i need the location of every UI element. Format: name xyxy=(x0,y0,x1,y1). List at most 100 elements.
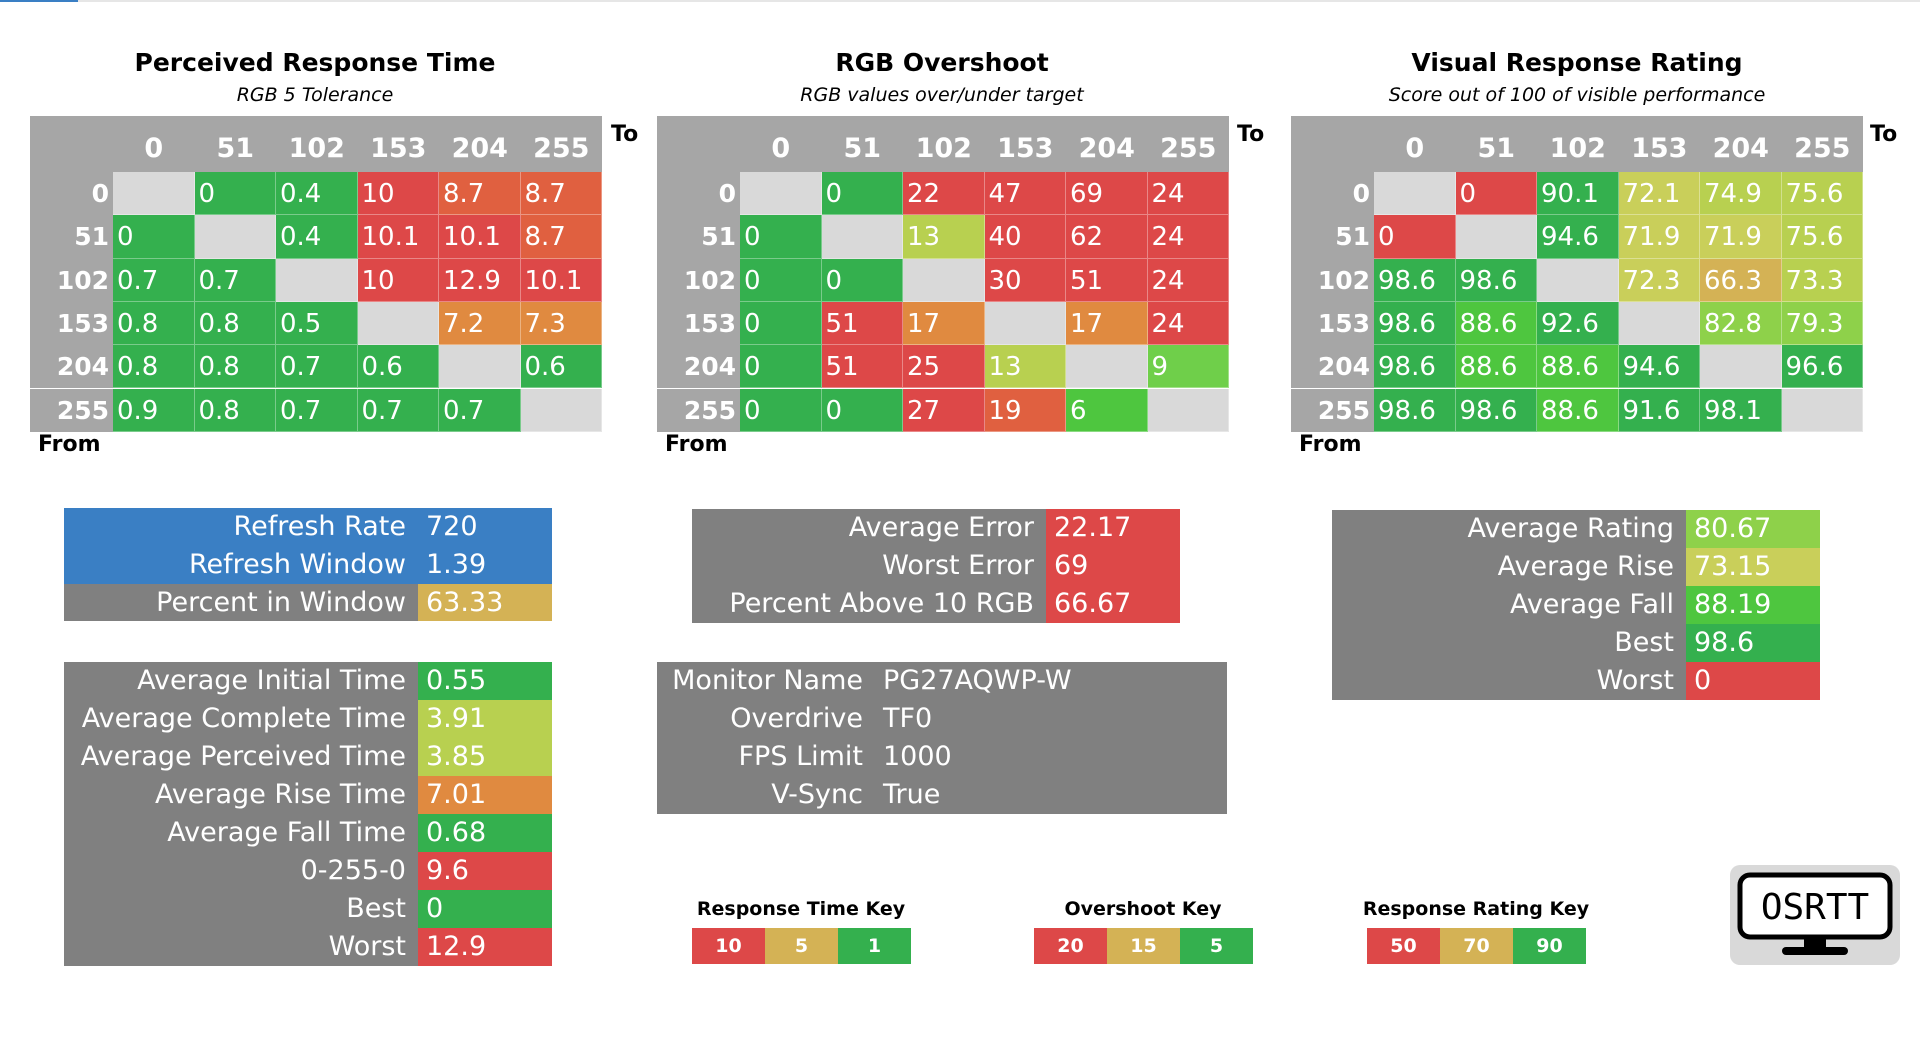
panel-row: 0-255-0 9.6 xyxy=(64,852,552,890)
header-corner xyxy=(30,116,113,172)
panel-row: Average Error 22.17 xyxy=(692,509,1180,547)
key-title: Response Rating Key xyxy=(1362,898,1590,920)
heatmap-cell: 22 xyxy=(903,172,985,216)
panel-label: FPS Limit xyxy=(657,738,875,776)
panel-label: Best xyxy=(1332,624,1686,662)
row-header: 0 xyxy=(657,172,740,216)
key-swatch: 5 xyxy=(1180,928,1253,964)
heatmap-cell: 75.6 xyxy=(1781,215,1863,259)
panel-value: 3.85 xyxy=(418,738,552,776)
heatmap-cell xyxy=(113,172,195,216)
panel-label: Average Rise Time xyxy=(64,776,418,814)
heatmap-cell: 24 xyxy=(1147,215,1229,259)
panel-row: Average Rise 73.15 xyxy=(1332,548,1820,586)
panel-label: Worst xyxy=(64,928,418,966)
panel-label: Average Error xyxy=(692,509,1046,547)
heatmap-cell xyxy=(439,345,521,389)
heatmap-cell: 0.7 xyxy=(276,388,358,432)
y-axis-label: From xyxy=(1299,432,1362,457)
heatmap-cell: 0.4 xyxy=(276,172,358,216)
heatmap-cell: 0.7 xyxy=(276,345,358,389)
panel-row: V-Sync True xyxy=(657,776,1227,814)
chart-subtitle: Score out of 100 of visible performance xyxy=(1388,84,1766,106)
heatmap-cell: 75.6 xyxy=(1781,172,1863,216)
panel-label: Monitor Name xyxy=(657,662,875,700)
heatmap-cell: 17 xyxy=(1066,301,1148,346)
heatmap-cell: 25 xyxy=(903,345,985,389)
heatmap-cell: 91.6 xyxy=(1618,388,1700,432)
heatmap-cell: 0 xyxy=(113,215,195,259)
panel-row: Average Fall Time 0.68 xyxy=(64,814,552,852)
panel-value: 7.01 xyxy=(418,776,552,814)
heatmap-cell xyxy=(1781,388,1863,432)
y-axis-label: From xyxy=(38,432,101,457)
heatmap-cell: 0 xyxy=(740,388,822,432)
panel-value: 63.33 xyxy=(418,583,552,622)
row-header: 102 xyxy=(657,258,740,302)
key-title: Overshoot Key xyxy=(1064,898,1222,920)
row-header: 51 xyxy=(657,215,740,259)
panel-value: 720 xyxy=(418,508,552,546)
panel-value: 66.67 xyxy=(1046,585,1180,623)
row-header: 255 xyxy=(1291,388,1374,432)
heatmap-cell: 88.6 xyxy=(1455,345,1537,389)
heatmap-cell: 0 xyxy=(740,258,822,302)
column-header: 255 xyxy=(520,116,602,172)
heatmap-cell xyxy=(984,301,1066,346)
heatmap-cell: 0.8 xyxy=(194,301,276,346)
panel-value: 3.91 xyxy=(418,700,552,738)
column-header: 204 xyxy=(439,116,521,172)
row-header: 255 xyxy=(657,388,740,432)
heatmap-cell: 71.9 xyxy=(1618,215,1700,259)
key-swatch: 90 xyxy=(1513,928,1586,964)
key-swatch: 70 xyxy=(1440,928,1513,964)
row-header: 102 xyxy=(1291,258,1374,302)
heatmap-cell: 98.6 xyxy=(1374,345,1456,389)
heatmap-cell xyxy=(1066,345,1148,389)
heatmap-cell: 24 xyxy=(1147,258,1229,302)
panel-label: Percent Above 10 RGB xyxy=(692,585,1046,623)
heatmap-cell xyxy=(821,215,903,259)
heatmap-cell: 0 xyxy=(821,258,903,302)
x-axis-label: To xyxy=(1870,122,1898,147)
panel-row: Percent Above 10 RGB 66.67 xyxy=(692,585,1180,623)
heatmap-cell: 6 xyxy=(1066,388,1148,432)
row-header: 51 xyxy=(30,215,113,259)
panel-label: Average Complete Time xyxy=(64,700,418,738)
heatmap-cell: 72.3 xyxy=(1618,258,1700,302)
panel-label: Refresh Rate xyxy=(64,508,418,546)
chart-title: Perceived Response Time xyxy=(134,48,496,77)
heatmap-cell xyxy=(1618,301,1700,346)
panel-label: Average Perceived Time xyxy=(64,738,418,776)
heatmap-cell xyxy=(1455,215,1537,259)
panel-value: 69 xyxy=(1046,547,1180,585)
panel-label: V-Sync xyxy=(657,776,875,814)
heatmap-cell: 10 xyxy=(357,258,439,302)
panel-label: 0-255-0 xyxy=(64,852,418,890)
heatmap-cell: 51 xyxy=(821,301,903,346)
heatmap-cell: 98.6 xyxy=(1374,258,1456,302)
heatmap-cell: 7.3 xyxy=(520,301,602,346)
column-header: 255 xyxy=(1147,116,1229,172)
heatmap-cell: 0.5 xyxy=(276,301,358,346)
row-header: 204 xyxy=(30,345,113,389)
panel-row: Refresh Rate 720 xyxy=(64,508,552,546)
heatmap-cell: 13 xyxy=(903,215,985,259)
column-header: 51 xyxy=(821,116,903,172)
chart-title: RGB Overshoot xyxy=(835,48,1049,77)
column-header: 0 xyxy=(1374,116,1456,172)
panel-label: Average Initial Time xyxy=(64,662,418,700)
row-header: 204 xyxy=(657,345,740,389)
heatmap-cell: 10.1 xyxy=(520,258,602,302)
x-axis-label: To xyxy=(611,122,639,147)
key-swatch: 50 xyxy=(1367,928,1440,964)
row-header: 0 xyxy=(30,172,113,216)
heatmap-cell: 0 xyxy=(1374,215,1456,259)
column-header: 204 xyxy=(1700,116,1782,172)
panel-label: Worst xyxy=(1332,662,1686,700)
heatmap-cell: 0 xyxy=(740,215,822,259)
heatmap-cell: 71.9 xyxy=(1700,215,1782,259)
panel-value: 0 xyxy=(1686,662,1820,700)
panel-value: TF0 xyxy=(875,700,1227,738)
heatmap-cell: 17 xyxy=(903,301,985,346)
